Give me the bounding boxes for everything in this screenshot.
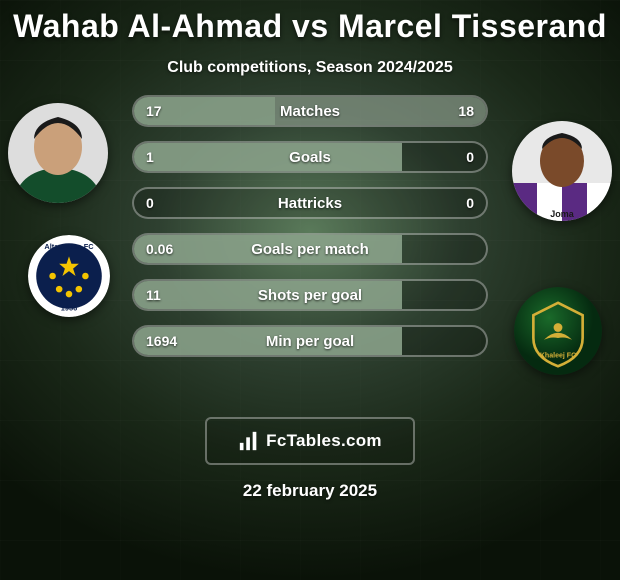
club-left-name: Altaawoun FC: [44, 242, 94, 251]
stat-row: 1694Min per goal: [132, 325, 488, 357]
stat-label: Shots per goal: [134, 281, 486, 309]
club-right-badge-svg: Khaleej FC: [514, 287, 602, 375]
player-right-photo: Joma: [512, 121, 612, 221]
stat-label: Matches: [134, 97, 486, 125]
stat-row: 0.06Goals per match: [132, 233, 488, 265]
club-left-badge: Altaawoun FC 1956: [28, 235, 110, 317]
player-right-sponsor: Joma: [550, 209, 575, 219]
stat-row: 11Shots per goal: [132, 279, 488, 311]
club-right-name: Khaleej FC: [540, 352, 576, 359]
club-left-badge-svg: Altaawoun FC 1956: [28, 235, 110, 317]
player-left-photo: [8, 103, 108, 203]
stat-label: Goals: [134, 143, 486, 171]
brand-chart-icon: [238, 430, 260, 452]
stat-row: 00Hattricks: [132, 187, 488, 219]
stat-row: 10Goals: [132, 141, 488, 173]
page-subtitle: Club competitions, Season 2024/2025: [0, 59, 620, 77]
club-left-year: 1956: [61, 303, 77, 312]
player-right-photo-svg: Joma: [512, 121, 612, 221]
stat-label: Hattricks: [134, 189, 486, 217]
infographic-content: Wahab Al-Ahmad vs Marcel Tisserand Club …: [0, 0, 620, 580]
club-right-badge: Khaleej FC: [514, 287, 602, 375]
brand-text: FcTables.com: [266, 431, 382, 451]
player-left-photo-svg: [8, 103, 108, 203]
stat-rows: 1718Matches 10Goals 00Hattricks 0.06Goals p…: [132, 95, 488, 357]
comparison-area: Joma Altaawoun FC 1956: [0, 101, 620, 401]
brand-box: FcTables.com: [205, 417, 415, 465]
stat-label: Goals per match: [134, 235, 486, 263]
stat-row: 1718Matches: [132, 95, 488, 127]
page-title: Wahab Al-Ahmad vs Marcel Tisserand: [0, 0, 620, 45]
date-text: 22 february 2025: [0, 481, 620, 501]
stat-label: Min per goal: [134, 327, 486, 355]
